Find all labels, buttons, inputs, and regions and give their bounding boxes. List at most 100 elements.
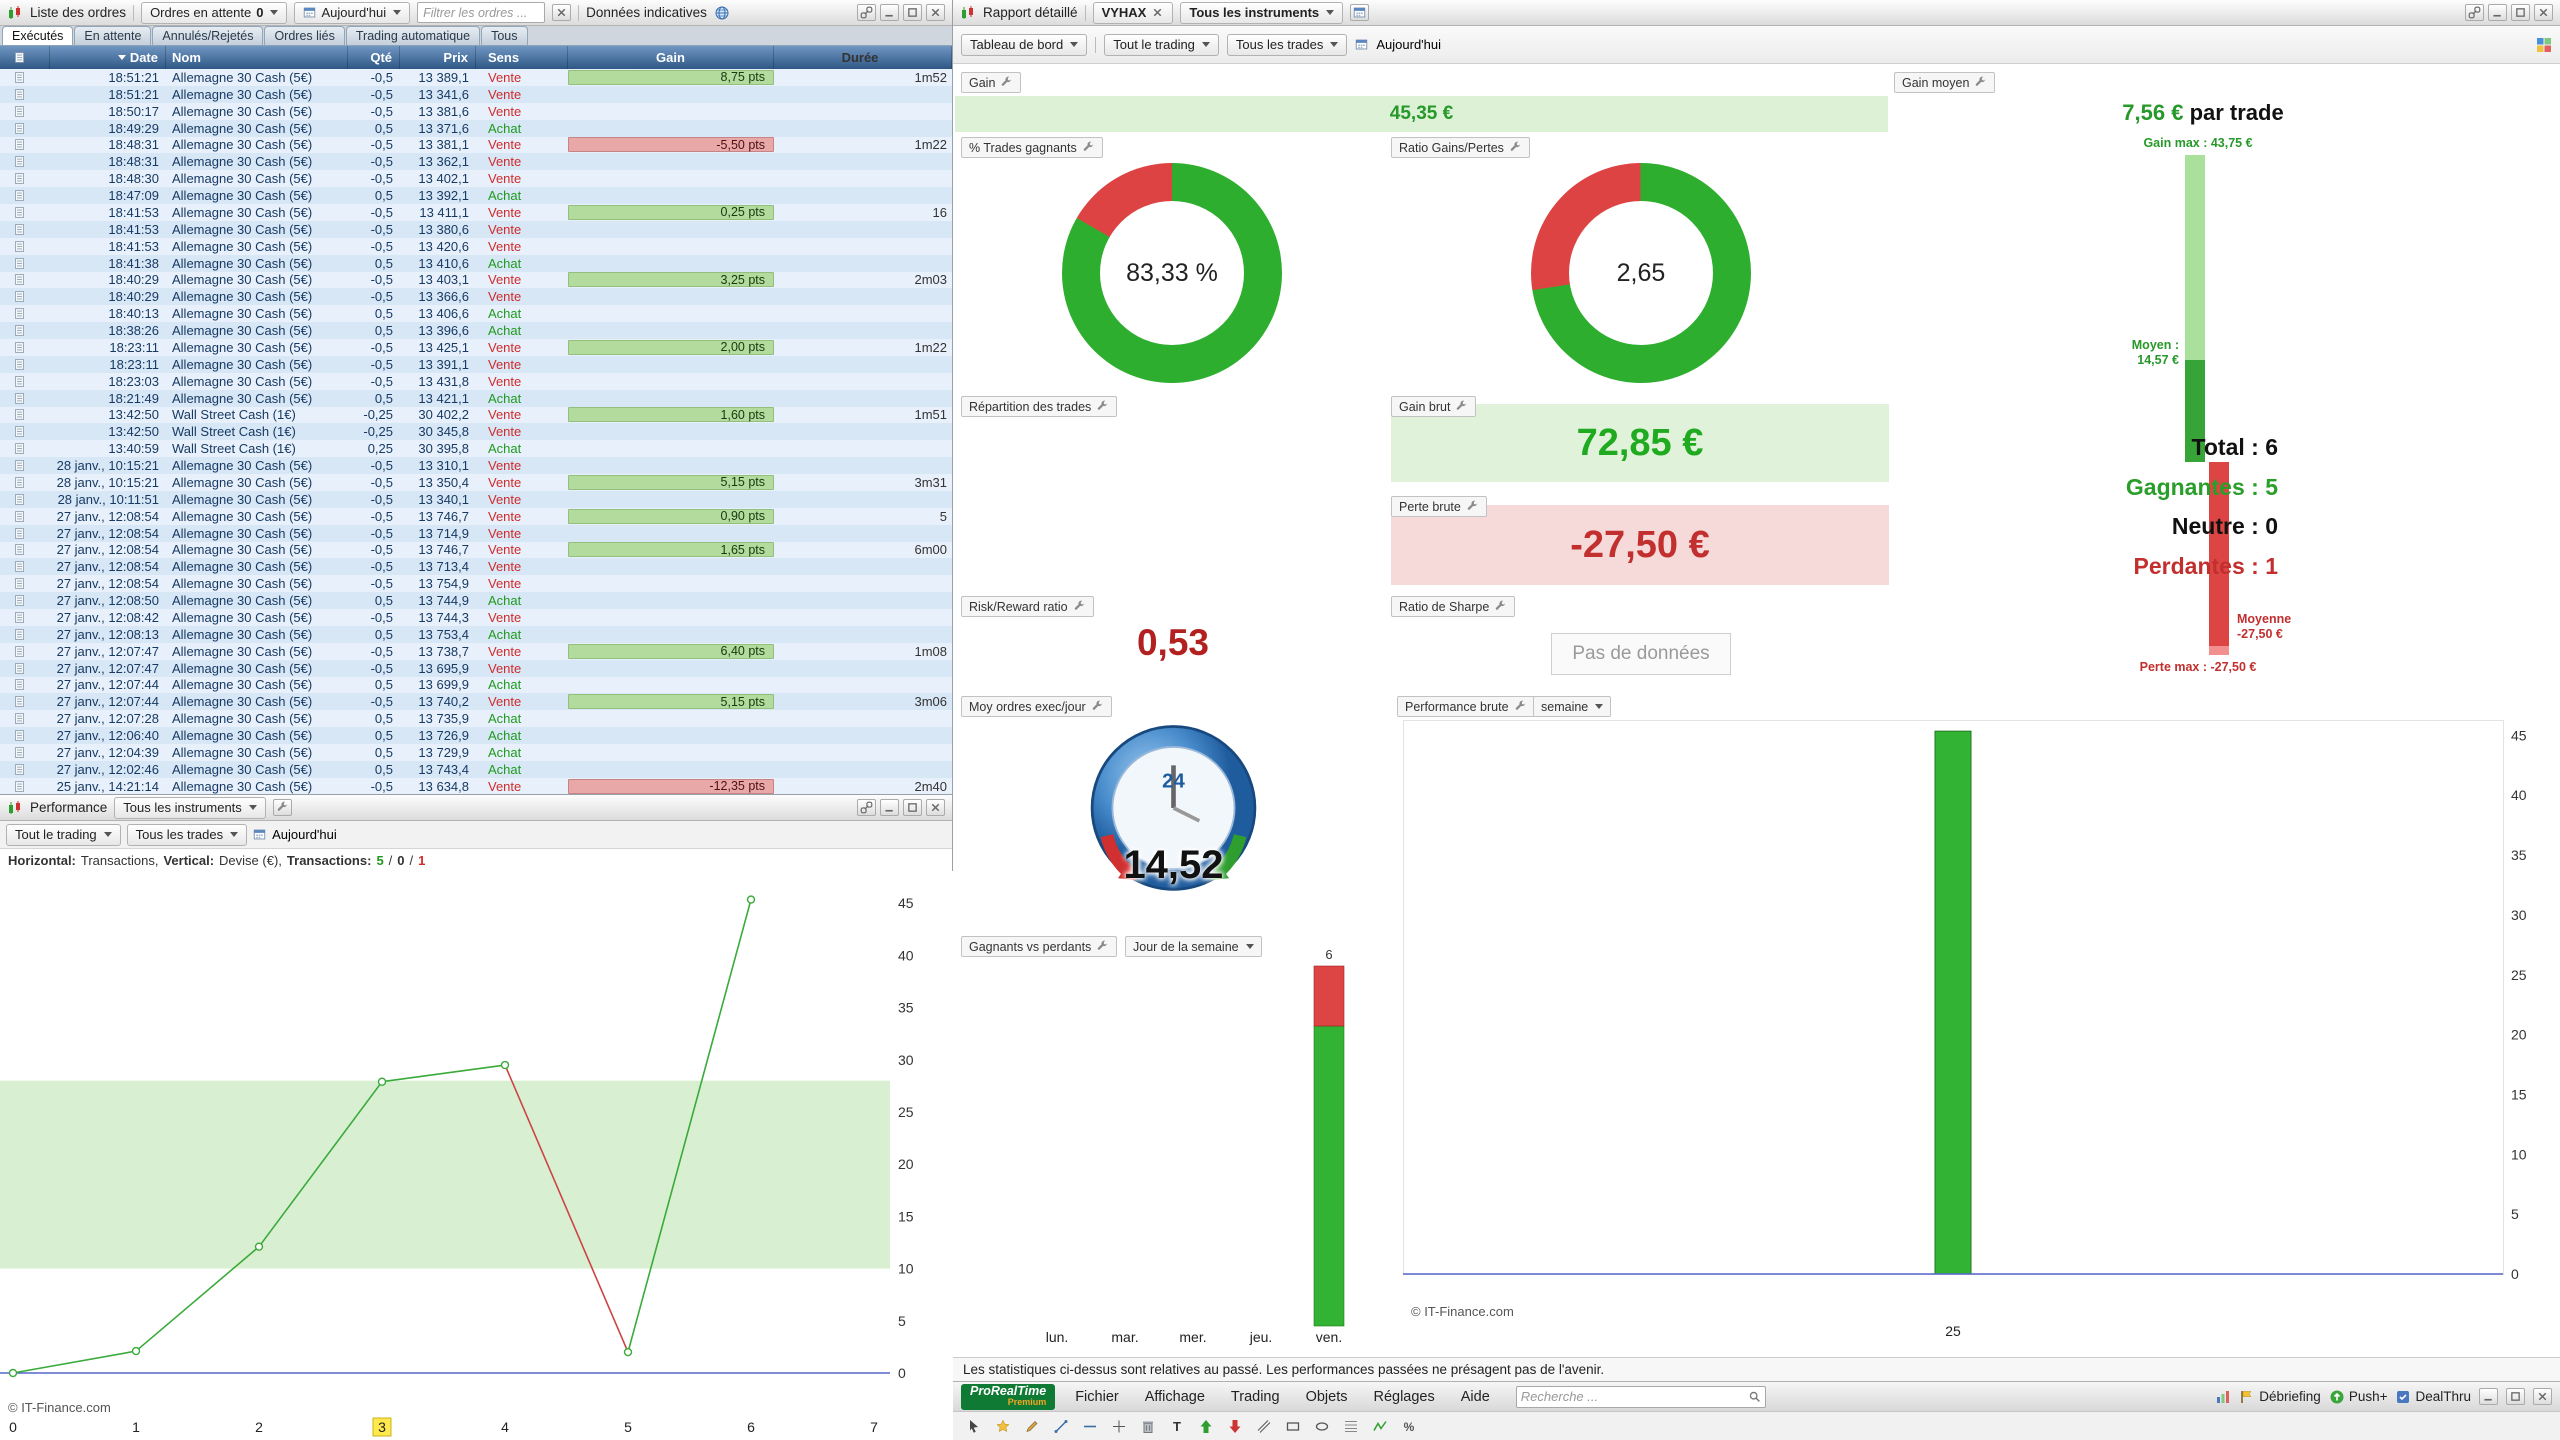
search-icon[interactable]	[1748, 1390, 1761, 1403]
order-row[interactable]: 27 janv., 12:07:47 Allemagne 30 Cash (5€)…	[0, 642, 952, 660]
risk-reward-widget-chip[interactable]: Risk/Reward ratio	[961, 596, 1094, 617]
minimize-button[interactable]	[880, 4, 899, 21]
order-row[interactable]: 27 janv., 12:08:54 Allemagne 30 Cash (5€)…	[0, 507, 952, 525]
report-trades-dropdown[interactable]: Tous les trades	[1226, 33, 1348, 56]
menu-trading[interactable]: Trading	[1230, 1388, 1280, 1405]
gain-brut-widget-chip[interactable]: Gain brut	[1391, 396, 1477, 417]
tool-zigzag[interactable]	[1369, 1415, 1391, 1437]
report-calendar-button[interactable]	[1350, 4, 1370, 21]
close-button[interactable]	[2533, 1388, 2552, 1405]
winners-by-day-widget-chip[interactable]: Gagnants vs perdants	[961, 936, 1118, 957]
order-row[interactable]: 18:21:49 Allemagne 30 Cash (5€) 0,5 13 421,…	[0, 389, 952, 407]
close-tab-icon[interactable]	[1151, 6, 1164, 19]
dashboard-icon[interactable]	[2536, 37, 2552, 53]
close-button[interactable]	[926, 4, 945, 21]
order-row[interactable]: 18:41:53 Allemagne 30 Cash (5€) -0,5 13 380…	[0, 220, 952, 238]
report-tab-vyhax[interactable]: VYHAX	[1092, 1, 1174, 24]
weekly-perf-period-dropdown[interactable]: semaine	[1533, 696, 1612, 717]
order-row[interactable]: 18:40:29 Allemagne 30 Cash (5€) -0,5 13 403…	[0, 271, 952, 289]
performance-settings-button[interactable]	[272, 799, 292, 816]
detach-window-button[interactable]	[2465, 4, 2484, 21]
order-row[interactable]: 27 janv., 12:07:47 Allemagne 30 Cash (5€)…	[0, 659, 952, 677]
tool-sell-arrow[interactable]	[1224, 1415, 1246, 1437]
column-header-date[interactable]: Date	[50, 46, 166, 69]
tool-crosshair[interactable]	[1108, 1415, 1130, 1437]
statusbar-item-debriefing[interactable]: Débriefing	[2239, 1389, 2321, 1405]
orders-tab-en-attente[interactable]: En attente	[74, 26, 152, 45]
close-button[interactable]	[2534, 4, 2553, 21]
order-row[interactable]: 18:40:13 Allemagne 30 Cash (5€) 0,5 13 406,…	[0, 305, 952, 323]
order-row[interactable]: 28 janv., 10:11:51 Allemagne 30 Cash (5€)…	[0, 490, 952, 508]
tool-rectangle[interactable]	[1282, 1415, 1304, 1437]
order-row[interactable]: 18:48:31 Allemagne 30 Cash (5€) -0,5 13 362…	[0, 153, 952, 171]
detach-window-button[interactable]	[857, 799, 876, 816]
performance-period-label[interactable]: Aujourd'hui	[272, 827, 337, 842]
maximize-button[interactable]	[903, 4, 922, 21]
pending-orders-dropdown[interactable]: Ordres en attente 0	[141, 1, 288, 24]
menu-reglages[interactable]: Réglages	[1373, 1388, 1435, 1405]
close-button[interactable]	[926, 799, 945, 816]
tool-channel[interactable]	[1253, 1415, 1275, 1437]
minimize-button[interactable]	[2488, 4, 2507, 21]
order-row[interactable]: 18:41:38 Allemagne 30 Cash (5€) 0,5 13 410,…	[0, 254, 952, 272]
avg-orders-widget-chip[interactable]: Moy ordres exec/jour	[961, 696, 1112, 717]
performance-instrument-dropdown[interactable]: Tous les instruments	[114, 796, 266, 819]
order-row[interactable]: 18:23:11 Allemagne 30 Cash (5€) -0,5 13 425…	[0, 339, 952, 356]
weekly-performance-chart[interactable]: 25 0 5 10 15 20 25 30 35 40 45 © IT-Finance.com	[1403, 712, 2548, 1354]
order-row[interactable]: 27 janv., 12:08:13 Allemagne 30 Cash (5€)…	[0, 625, 952, 643]
orders-tab-ordres-lies[interactable]: Ordres liés	[264, 26, 345, 45]
column-header-qte[interactable]: Qté	[348, 46, 400, 69]
column-header-sens[interactable]: Sens	[476, 46, 568, 69]
tool-pencil[interactable]	[1021, 1415, 1043, 1437]
order-row[interactable]: 27 janv., 12:07:44 Allemagne 30 Cash (5€)…	[0, 676, 952, 694]
order-row[interactable]: 27 janv., 12:08:50 Allemagne 30 Cash (5€)…	[0, 592, 952, 609]
report-period-label[interactable]: Aujourd'hui	[1376, 37, 1441, 52]
order-row[interactable]: 18:40:29 Allemagne 30 Cash (5€) -0,5 13 366…	[0, 288, 952, 306]
orders-period-dropdown[interactable]: Aujourd'hui	[294, 1, 411, 24]
order-row[interactable]: 18:50:17 Allemagne 30 Cash (5€) -0,5 13 381…	[0, 102, 952, 120]
minimize-button[interactable]	[880, 799, 899, 816]
order-row[interactable]: 13:40:59 Wall Street Cash (1€) 0,25 30 395,…	[0, 440, 952, 458]
statusbar-item-push[interactable]: Push+	[2329, 1389, 2387, 1405]
winners-by-day-chart[interactable]: lun. mar. mer. jeu. 6 ven.	[1023, 948, 1363, 1346]
order-row[interactable]: 18:51:21 Allemagne 30 Cash (5€) -0,5 13 341…	[0, 85, 952, 103]
menu-objets[interactable]: Objets	[1305, 1388, 1348, 1405]
order-row[interactable]: 27 janv., 12:06:40 Allemagne 30 Cash (5€)…	[0, 727, 952, 744]
order-row[interactable]: 13:42:50 Wall Street Cash (1€) -0,25 30 345…	[0, 423, 952, 441]
tool-trash[interactable]	[1137, 1415, 1159, 1437]
tool-text[interactable]: T	[1166, 1415, 1188, 1437]
column-header-prix[interactable]: Prix	[400, 46, 476, 69]
gain-loss-ratio-widget-chip[interactable]: Ratio Gains/Pertes	[1391, 137, 1530, 158]
order-row[interactable]: 27 janv., 12:07:44 Allemagne 30 Cash (5€)…	[0, 693, 952, 711]
weekly-perf-widget-chip[interactable]: Performance brute	[1397, 696, 1535, 717]
order-row[interactable]: 28 janv., 10:15:21 Allemagne 30 Cash (5€)…	[0, 474, 952, 491]
tool-hline[interactable]	[1079, 1415, 1101, 1437]
order-row[interactable]: 18:38:26 Allemagne 30 Cash (5€) 0,5 13 396,…	[0, 322, 952, 339]
menu-fichier[interactable]: Fichier	[1075, 1388, 1119, 1405]
performance-scope-dropdown[interactable]: Tout le trading	[6, 823, 121, 846]
clear-filter-button[interactable]	[552, 4, 572, 21]
statusbar-icon-item[interactable]	[2215, 1389, 2231, 1405]
detach-window-button[interactable]	[857, 4, 876, 21]
gain-moyen-widget-chip[interactable]: Gain moyen	[1894, 72, 1996, 93]
order-row[interactable]: 18:23:11 Allemagne 30 Cash (5€) -0,5 13 391…	[0, 355, 952, 373]
order-row[interactable]: 27 janv., 12:07:28 Allemagne 30 Cash (5€)…	[0, 710, 952, 728]
order-row[interactable]: 18:51:21 Allemagne 30 Cash (5€) -0,5 13 389…	[0, 69, 952, 86]
report-instrument-dropdown[interactable]: Tous les instruments	[1180, 1, 1344, 24]
maximize-button[interactable]	[903, 799, 922, 816]
order-row[interactable]: 25 janv., 14:21:14 Allemagne 30 Cash (5€)…	[0, 777, 952, 794]
search-input[interactable]	[1520, 1389, 1744, 1404]
gain-widget-chip[interactable]: Gain	[961, 72, 1022, 93]
orders-table-header[interactable]: Date Nom Qté Prix Sens Gain Durée	[0, 46, 952, 69]
repartition-widget-chip[interactable]: Répartition des trades	[961, 396, 1118, 417]
order-row[interactable]: 18:49:29 Allemagne 30 Cash (5€) 0,5 13 371,…	[0, 119, 952, 137]
statusbar-item-dealthru[interactable]: DealThru	[2395, 1389, 2471, 1405]
tool-percent[interactable]: %	[1398, 1415, 1420, 1437]
tool-pointer[interactable]	[963, 1415, 985, 1437]
order-row[interactable]: 18:48:31 Allemagne 30 Cash (5€) -0,5 13 381…	[0, 136, 952, 154]
orders-tab-trading-automatique[interactable]: Trading automatique	[345, 26, 481, 45]
column-header-gain[interactable]: Gain	[568, 46, 774, 69]
report-scope-dropdown[interactable]: Tout le trading	[1104, 33, 1219, 56]
order-row[interactable]: 18:47:09 Allemagne 30 Cash (5€) 0,5 13 392,…	[0, 187, 952, 204]
